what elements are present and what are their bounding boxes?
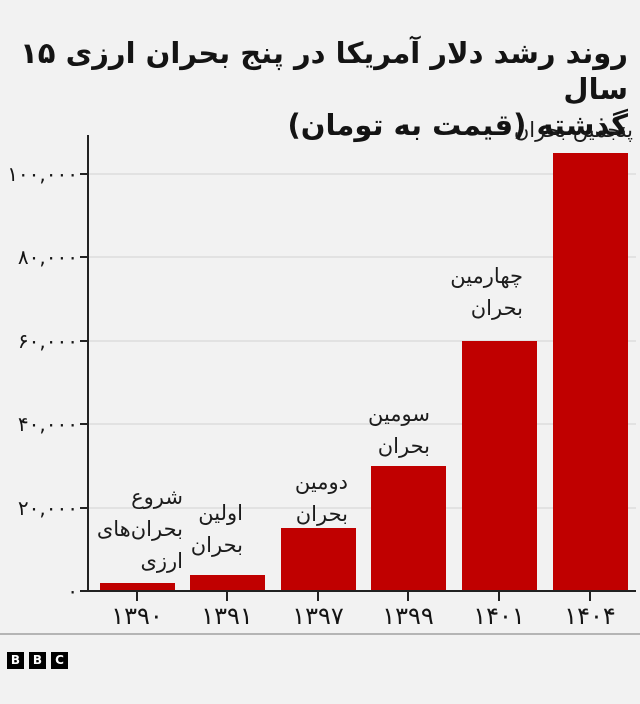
- bar-0: [99, 583, 175, 591]
- x-tick-4: [498, 592, 500, 601]
- x-tick-3: [407, 592, 409, 601]
- chart-title-line2: گذشته (قیمت به تومان): [287, 108, 628, 143]
- gridline-20000: [89, 506, 636, 509]
- bar-3: [370, 465, 446, 591]
- x-tick-label-4: ۱۴۰۱: [473, 602, 525, 630]
- bar-annotation-0-line-0: شروع: [131, 485, 183, 509]
- bbc-logo-block-1: B: [29, 652, 46, 669]
- bar-annotation-4-line-1: بحران: [470, 296, 523, 320]
- chart-title: روند رشد دلار آمریکا در پنج بحران ارزی ۱…: [8, 35, 628, 143]
- y-tick-label-80000: ۸۰,۰۰۰: [17, 245, 78, 269]
- x-axis-line: [87, 590, 636, 592]
- y-tick-100000: [80, 172, 88, 175]
- y-tick-label-0: ۰: [67, 579, 78, 603]
- bar-2: [280, 528, 356, 591]
- x-tick-label-1: ۱۳۹۱: [201, 602, 253, 630]
- bar-annotation-4-line-0: چهارمین: [450, 264, 523, 288]
- x-tick-label-5: ۱۴۰۴: [564, 602, 616, 630]
- gridline-40000: [89, 423, 636, 425]
- y-tick-label-100000: ۱۰۰,۰۰۰: [7, 161, 78, 186]
- bar-annotation-5-line-0: پنجمین بحران: [513, 118, 633, 142]
- y-tick-20000: [80, 506, 88, 509]
- bar-annotation-2: دومین بحران: [295, 466, 348, 530]
- x-tick-2: [317, 592, 319, 601]
- bar-annotation-1-line-0: اولین: [198, 501, 243, 525]
- y-tick-0: [80, 590, 88, 592]
- gridline-60000: [89, 339, 636, 342]
- bar-annotation-1-line-1: بحران: [190, 533, 243, 557]
- footer-divider: [0, 633, 640, 635]
- bar-annotation-3-line-1: بحران: [377, 434, 430, 458]
- bar-annotation-5: پنجمین بحران: [514, 114, 633, 146]
- x-tick-label-3: ۱۳۹۹: [382, 602, 434, 630]
- bar-annotation-2-line-0: دومین: [294, 470, 348, 494]
- bar-annotation-0-line-1: بحران‌های: [96, 517, 183, 541]
- bar-annotation-3-line-0: سومین: [367, 402, 430, 426]
- bar-annotation-3: سومین بحران: [368, 398, 430, 462]
- bbc-logo-block-0: B: [7, 652, 24, 669]
- y-tick-label-20000: ۲۰,۰۰۰: [17, 495, 78, 520]
- y-tick-40000: [80, 423, 88, 425]
- y-tick-label-40000: ۴۰,۰۰۰: [17, 412, 78, 436]
- gridline-100000: [89, 172, 636, 175]
- y-axis-line: [87, 135, 89, 592]
- x-tick-1: [226, 592, 228, 601]
- chart-title-line1: روند رشد دلار آمریکا در پنج بحران ارزی ۱…: [20, 36, 628, 107]
- bar-annotation-4: چهارمین بحران: [450, 260, 523, 324]
- x-tick-label-0: ۱۳۹۰: [111, 602, 163, 630]
- bar-annotation-2-line-1: بحران: [295, 502, 348, 526]
- y-tick-label-60000: ۶۰,۰۰۰: [17, 328, 78, 353]
- bbc-logo-block-2: C: [51, 652, 68, 669]
- bar-5: [552, 152, 628, 591]
- bar-annotation-1: اولین بحران: [191, 497, 243, 561]
- x-tick-0: [136, 592, 138, 601]
- y-tick-60000: [80, 339, 88, 342]
- y-tick-80000: [80, 256, 88, 258]
- gridline-80000: [89, 256, 636, 258]
- bar-4: [461, 340, 537, 591]
- bar-1: [189, 575, 265, 591]
- bar-annotation-0: شروع بحران‌های ارزی: [97, 481, 183, 577]
- x-tick-label-2: ۱۳۹۷: [292, 602, 344, 630]
- bar-annotation-0-line-2: ارزی: [140, 549, 183, 573]
- x-tick-5: [589, 592, 591, 601]
